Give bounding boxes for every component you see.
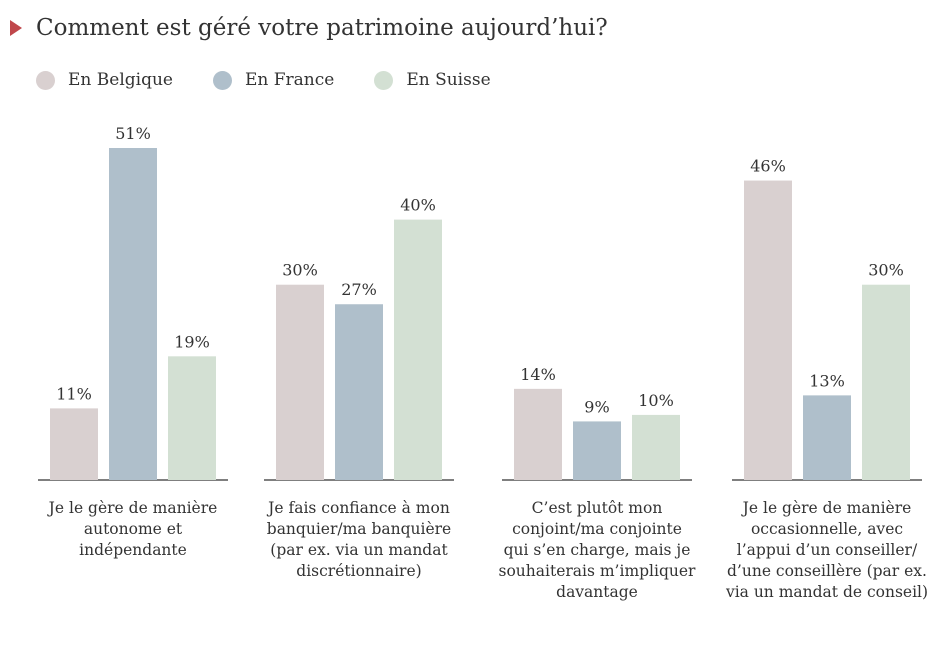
legend-swatch-suisse [374, 70, 394, 90]
bar-belgique-2 [276, 284, 324, 480]
data-label-france-4: 13% [809, 371, 845, 390]
legend: En Belgique En France En Suisse [36, 70, 531, 90]
data-label-france-3: 9% [584, 397, 609, 416]
category-label-line: indépendante [79, 541, 187, 559]
category-label-line: banquier/ma banquière [266, 520, 452, 538]
category-label-line: d’une conseillère (par ex. [727, 562, 927, 580]
bar-belgique-1 [50, 408, 98, 480]
data-label-suisse-3: 10% [638, 391, 674, 410]
bar-suisse-1 [168, 356, 216, 480]
legend-label-belgique: En Belgique [68, 70, 173, 90]
category-label-line: via un mandat de conseil) [725, 583, 929, 601]
triangle-marker-icon [10, 20, 22, 36]
data-label-suisse-1: 19% [174, 332, 210, 351]
category-label-line: conjoint/ma conjointe [512, 520, 682, 538]
bar-suisse-3 [632, 414, 680, 480]
bar-france-4 [803, 395, 851, 480]
category-label-line: autonome et [83, 520, 183, 538]
category-label-line: l’appui d’un conseiller/ [736, 541, 918, 559]
category-label-line: discrétionnaire) [296, 562, 422, 580]
category-label-line: Je le gère de manière [742, 499, 912, 517]
bar-france-2 [335, 304, 383, 480]
legend-swatch-belgique [36, 70, 55, 90]
legend-item-france: En France [212, 70, 335, 90]
chart-title: Comment est géré votre patrimoine aujour… [36, 15, 608, 41]
chart-title-row: Comment est géré votre patrimoine aujour… [10, 12, 608, 44]
category-label-line: Je fais confiance à mon [268, 499, 450, 517]
data-label-france-2: 27% [341, 280, 377, 299]
category-label-line: (par ex. via un mandat [270, 541, 448, 559]
data-label-france-1: 51% [115, 124, 151, 143]
legend-item-suisse: En Suisse [374, 70, 491, 90]
category-label-1: Je le gère de manière autonome et indépend… [20, 498, 246, 561]
category-label-line: Je le gère de manière [48, 499, 218, 517]
category-label-2: Je fais confiance à mon banquier/ma banqu… [246, 498, 472, 582]
data-label-suisse-4: 30% [868, 261, 904, 280]
legend-item-belgique: En Belgique [36, 70, 173, 90]
legend-label-france: En France [244, 70, 335, 90]
category-label-line: davantage [556, 583, 638, 601]
data-label-suisse-2: 40% [400, 196, 436, 215]
category-label-line: C’est plutôt mon [531, 499, 663, 517]
bar-belgique-4 [744, 180, 792, 481]
data-label-belgique-1: 11% [56, 384, 92, 403]
data-label-belgique-3: 14% [520, 365, 556, 384]
bar-france-3 [573, 421, 621, 480]
category-label-line: souhaiterais m’impliquer [498, 562, 696, 580]
bar-france-1 [109, 148, 157, 480]
data-label-belgique-2: 30% [282, 261, 318, 280]
bar-suisse-4 [862, 284, 910, 480]
category-label-4: Je le gère de manière occasionnelle, avec… [714, 498, 940, 603]
bar-belgique-3 [514, 388, 562, 480]
category-label-3: C’est plutôt mon conjoint/ma conjointe qui… [484, 498, 710, 603]
legend-label-suisse: En Suisse [406, 70, 491, 90]
bar-suisse-2 [394, 219, 442, 480]
category-label-line: occasionnelle, avec [750, 520, 904, 538]
data-label-belgique-4: 46% [750, 157, 786, 176]
legend-swatch-france [212, 70, 232, 90]
category-label-line: qui s’en charge, mais je [503, 541, 691, 559]
